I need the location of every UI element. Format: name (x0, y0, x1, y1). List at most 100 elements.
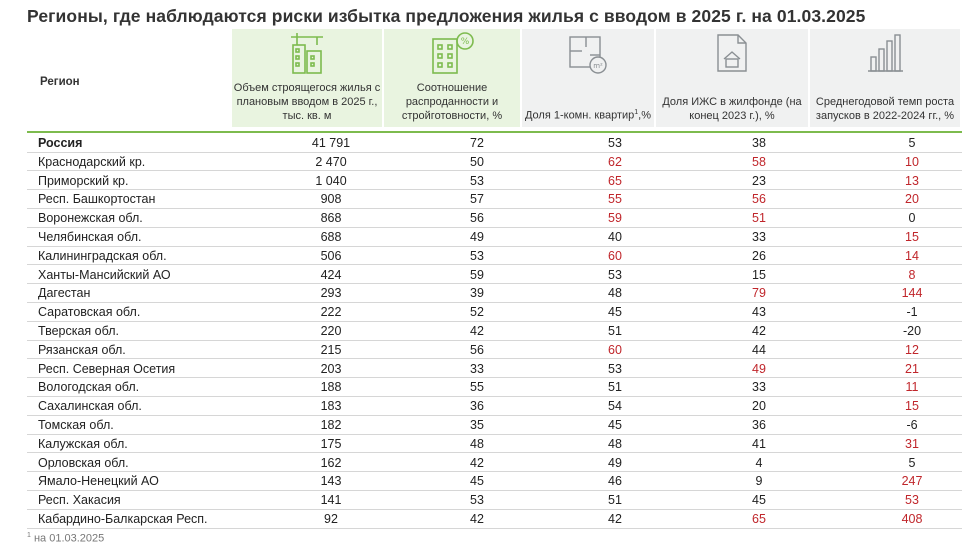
table-cell: 9 (755, 474, 763, 489)
row-divider (27, 245, 962, 247)
column-header-one-room-share: m² Доля 1-комн. квартир1,% (522, 29, 654, 127)
table-cell: 35 (470, 418, 484, 432)
region-name: Воронежская обл. (38, 211, 143, 226)
region-name: Дагестан (38, 286, 91, 301)
floor-plan-icon: m² (566, 31, 610, 79)
table-cell: 26 (752, 248, 766, 263)
table-cell: 38 (752, 136, 766, 150)
table-cell: 33 (752, 380, 766, 395)
table-cell: 62 (608, 154, 622, 169)
table-row: Ханты-Мансийский АО 424 59 53 15 8 (27, 266, 962, 285)
table-cell: 42 (752, 324, 766, 338)
region-name: Калужская обл. (38, 436, 128, 451)
table-cell: 48 (470, 436, 484, 451)
region-name: Ямало-Ненецкий АО (38, 474, 159, 489)
row-divider (27, 527, 962, 529)
table-cell: 11 (905, 380, 919, 395)
table-cell: 408 (901, 512, 923, 526)
row-divider (27, 170, 962, 172)
table-cell: 45 (752, 493, 766, 508)
table-cell: 54 (608, 399, 622, 414)
table-cell: 222 (320, 305, 342, 320)
region-name: Тверская обл. (38, 324, 119, 338)
column-header-ratio: % Соотношение распроданности и стройгото… (384, 29, 520, 127)
table-cell: 33 (470, 361, 484, 376)
table-cell: 40 (608, 230, 622, 244)
row-divider (27, 490, 962, 492)
table-cell: 42 (470, 512, 484, 526)
table-cell: -6 (906, 418, 918, 432)
table-cell: 39 (470, 286, 484, 301)
table-cell: 55 (470, 380, 484, 395)
region-name: Россия (38, 136, 83, 150)
table-cell: 53 (608, 361, 622, 376)
table-cell: 36 (470, 399, 484, 414)
region-name: Респ. Башкортостан (38, 192, 156, 207)
table-cell: 143 (320, 474, 342, 489)
row-divider (27, 302, 962, 304)
table-row: Воронежская обл. 868 56 59 51 0 (27, 209, 962, 228)
footnote-marker: 1 (27, 532, 31, 539)
table-cell: 203 (320, 361, 342, 376)
table-row: Респ. Башкортостан 908 57 55 56 20 (27, 190, 962, 210)
table-row: Тверская обл. 220 42 51 42 -20 (27, 322, 962, 341)
column-header-label: Объем строящегося жилья с плановым вводо… (233, 82, 381, 122)
table-cell: 1 040 (315, 173, 347, 188)
table-row-total: Россия 41 791 72 53 38 5 (27, 134, 962, 153)
region-name: Вологодская обл. (38, 380, 140, 395)
region-name: Ханты-Мансийский АО (38, 267, 171, 282)
row-divider (27, 452, 962, 454)
table-cell: 10 (905, 154, 919, 169)
table-cell: 56 (470, 342, 484, 357)
table-cell: 49 (752, 361, 766, 376)
row-divider (27, 208, 962, 210)
table-cell: 20 (752, 399, 766, 414)
table-row: Краснодарский кр. 2 470 50 62 58 10 (27, 153, 962, 172)
table-cell: 5 (908, 136, 916, 150)
table-row: Респ. Хакасия 141 53 51 45 53 (27, 491, 962, 510)
table-row: Рязанская обл. 215 56 60 44 12 (27, 341, 962, 360)
table-cell: 57 (470, 192, 484, 207)
row-divider (27, 339, 962, 341)
table-row: Томская обл. 182 35 45 36 -6 (27, 416, 962, 435)
table-cell: -20 (902, 324, 922, 338)
building-crane-icon (287, 31, 327, 79)
row-divider (27, 151, 962, 153)
region-name: Респ. Хакасия (38, 493, 121, 508)
table-cell: 58 (752, 154, 766, 169)
region-name: Саратовская обл. (38, 305, 141, 320)
header-separator (27, 131, 962, 133)
table-cell: 43 (752, 305, 766, 320)
table-row: Челябинская обл. 688 49 40 33 15 (27, 228, 962, 247)
table-row: Саратовская обл. 222 52 45 43 -1 (27, 303, 962, 322)
table-row: Кабардино-Балкарская Респ. 92 42 42 65 408 (27, 510, 962, 529)
table-row: Калининградская обл. 506 53 60 26 14 (27, 247, 962, 266)
column-header-growth: Среднегодовой темп роста запусков в 2022… (810, 29, 960, 127)
row-divider (27, 414, 962, 416)
footnote-marker: 1 (634, 109, 639, 117)
table-cell: 72 (470, 136, 484, 150)
building-percent-icon: % (429, 31, 475, 79)
region-name: Орловская обл. (38, 455, 129, 470)
table-cell: 2 470 (315, 154, 347, 169)
table-cell: 53 (608, 267, 622, 282)
table-cell: 50 (470, 154, 484, 169)
table-cell: 59 (470, 267, 484, 282)
table-cell: 215 (320, 342, 342, 357)
table-cell: 42 (608, 512, 622, 526)
table-cell: 182 (320, 418, 342, 432)
table-cell: 36 (752, 418, 766, 432)
row-divider (27, 433, 962, 435)
table-cell: 45 (608, 418, 622, 432)
table-cell: 247 (901, 474, 923, 489)
table-cell: 183 (320, 399, 342, 414)
table-row: Дагестан 293 39 48 79 144 (27, 284, 962, 304)
table-cell: 13 (905, 173, 919, 188)
table-cell: 52 (470, 305, 484, 320)
table-cell: 42 (470, 324, 484, 338)
table-cell: 53 (470, 493, 484, 508)
table-cell: 41 (752, 436, 766, 451)
row-divider (27, 377, 962, 379)
table-cell: 42 (470, 455, 484, 470)
table-cell: 51 (752, 211, 766, 226)
